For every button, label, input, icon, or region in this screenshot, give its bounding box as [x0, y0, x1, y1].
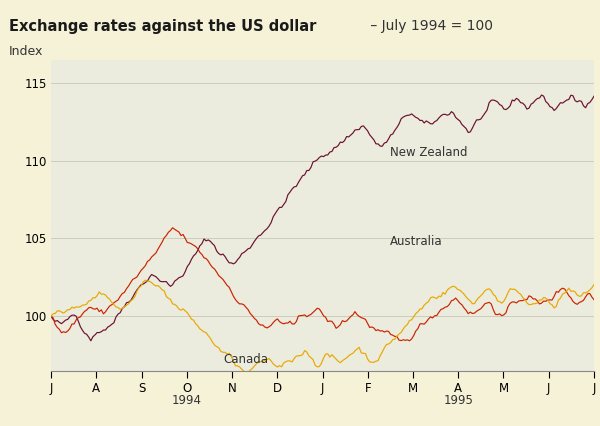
- Text: 1994: 1994: [172, 394, 202, 407]
- Text: Canada: Canada: [223, 353, 268, 366]
- Text: 1995: 1995: [443, 394, 473, 407]
- Text: Australia: Australia: [391, 235, 443, 248]
- Text: Exchange rates against the US dollar: Exchange rates against the US dollar: [9, 19, 316, 34]
- Text: Index: Index: [9, 45, 43, 58]
- Text: New Zealand: New Zealand: [391, 147, 468, 159]
- Text: – July 1994 = 100: – July 1994 = 100: [366, 19, 493, 33]
